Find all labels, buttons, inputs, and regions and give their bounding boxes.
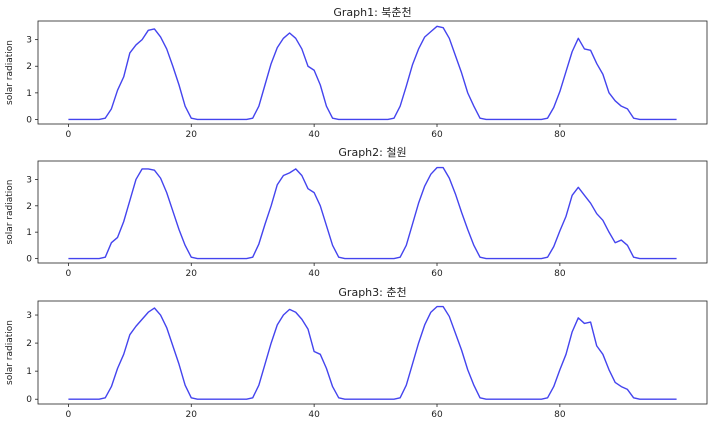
chart-title: Graph2: 철원 [338, 146, 406, 159]
x-tick-label: 20 [186, 130, 198, 140]
x-tick-label: 80 [554, 269, 566, 279]
x-tick-label: 20 [186, 410, 198, 420]
x-tick-label: 0 [66, 410, 72, 420]
series-line [68, 166, 677, 260]
y-tick-label: 0 [26, 395, 32, 405]
y-axis-label: solar radiation [5, 40, 15, 105]
x-tick-label: 40 [308, 130, 320, 140]
chart-panel-3: Graph3: 춘천 solar radiation 0 20 40 60 80 0 1 2 3 [5, 285, 708, 420]
y-tick-label: 2 [26, 339, 32, 349]
x-tick-label: 80 [554, 130, 566, 140]
y-tick-label: 2 [26, 202, 32, 212]
x-tick-label: 60 [431, 410, 443, 420]
chart-title: Graph3: 춘천 [338, 285, 406, 299]
y-tick-label: 1 [26, 228, 32, 238]
y-axis-label: solar radiation [5, 180, 15, 245]
series-line [68, 25, 677, 121]
y-axis-label: solar radiation [5, 320, 15, 385]
y-tick-label: 1 [26, 367, 32, 377]
y-tick-label: 3 [26, 36, 32, 46]
y-tick-label: 1 [26, 89, 32, 99]
y-tick-label: 0 [26, 115, 32, 125]
chart-title: Graph1: 북춘천 [333, 5, 411, 19]
x-tick-label: 40 [308, 269, 320, 279]
series-line [68, 305, 677, 400]
x-tick-label: 40 [308, 410, 320, 420]
plot-frame [37, 20, 708, 125]
x-tick-label: 20 [186, 269, 198, 279]
x-tick-label: 80 [554, 410, 566, 420]
x-tick-label: 60 [431, 130, 443, 140]
y-tick-label: 3 [26, 311, 32, 321]
chart-panel-1: Graph1: 북춘천 solar radiation 0 20 40 60 80 0 1 2 3 [5, 5, 708, 140]
x-tick-label: 60 [431, 269, 443, 279]
chart-panel-2: Graph2: 철원 solar radiation 0 20 40 60 80 0 1 2 3 [5, 146, 708, 279]
plot-frame [37, 300, 708, 405]
plot-frame [37, 160, 708, 264]
y-tick-label: 0 [26, 255, 32, 265]
y-tick-label: 2 [26, 62, 32, 72]
x-tick-label: 0 [66, 130, 72, 140]
x-tick-label: 0 [66, 269, 72, 279]
y-tick-label: 3 [26, 175, 32, 185]
